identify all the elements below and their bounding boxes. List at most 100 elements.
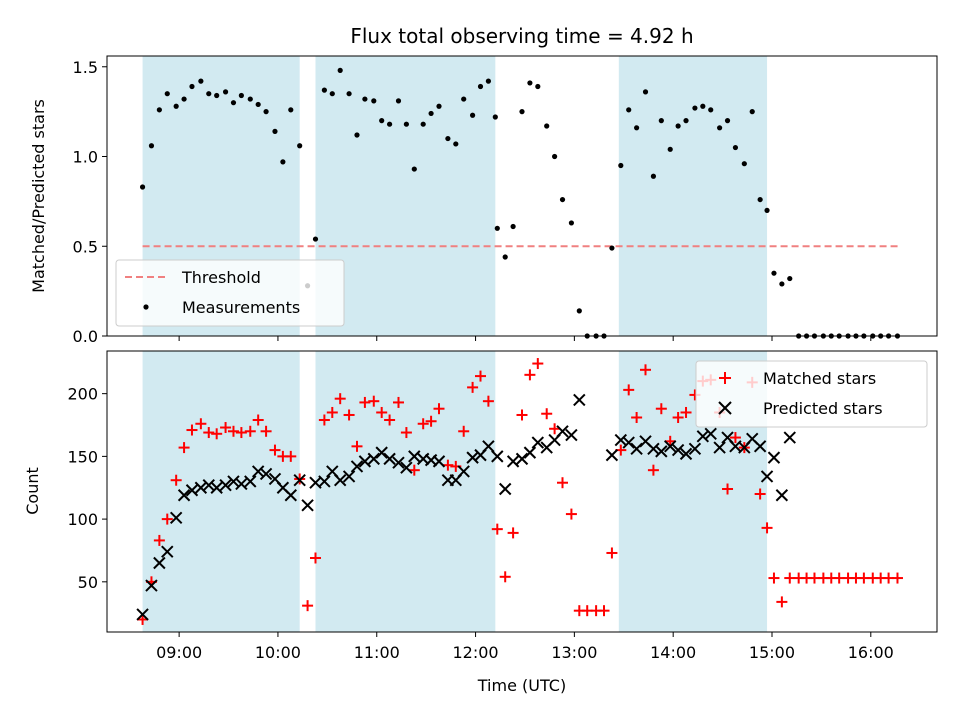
- count-legend-matched-swatch: [719, 372, 731, 384]
- measurement-point: [642, 89, 649, 95]
- matched-stars-point: [170, 474, 182, 486]
- matched-stars-point: [260, 425, 272, 437]
- predicted-stars-point: [408, 450, 421, 463]
- matched-stars-point: [195, 418, 207, 430]
- measurement-point: [552, 153, 558, 160]
- measurement-point: [519, 109, 525, 115]
- predicted-stars-point: [531, 436, 545, 449]
- predicted-stars-point: [704, 427, 717, 441]
- x-tick-label: 09:00: [156, 643, 202, 662]
- matched-stars-point: [285, 450, 297, 462]
- predicted-stars-point: [383, 452, 396, 466]
- matched-stars-point: [768, 572, 780, 584]
- measurement-point: [420, 121, 426, 127]
- measurement-point: [749, 109, 755, 115]
- count-panel-points: [136, 358, 903, 625]
- matched-stars-point: [565, 508, 577, 520]
- matched-stars-point: [482, 395, 494, 407]
- measurement-point: [527, 80, 533, 86]
- count-shaded-interval: [315, 351, 496, 632]
- count-panel-x-ticks: 09:00 10:00 11:00 12:00 13:00 14:00 15:00 16:00: [156, 632, 894, 662]
- predicted-stars-point: [318, 475, 331, 488]
- matched-stars-point: [359, 396, 371, 408]
- matched-stars-point: [598, 605, 610, 617]
- count-legend-predicted-swatch: [718, 401, 732, 415]
- matched-stars-point: [524, 369, 536, 381]
- matched-stars-point: [442, 459, 454, 471]
- measurement-point: [502, 254, 508, 260]
- x-tick-label: 15:00: [749, 643, 795, 662]
- matched-stars-point: [433, 403, 445, 415]
- measurement-point: [700, 103, 706, 109]
- measurement-point: [764, 207, 770, 213]
- predicted-stars-point: [491, 450, 504, 463]
- ratio-shaded-interval: [618, 56, 768, 336]
- measurement-point: [544, 123, 550, 129]
- matched-stars-point: [186, 424, 198, 436]
- matched-stars-point: [722, 483, 734, 495]
- measurement-point: [297, 143, 303, 149]
- matched-stars-point: [368, 395, 380, 407]
- measurement-point: [386, 121, 393, 127]
- count-legend-frame: [695, 360, 928, 428]
- measurement-point: [354, 132, 360, 138]
- predicted-stars-point: [760, 470, 774, 483]
- measurement-point: [724, 118, 731, 124]
- matched-stars-point: [680, 406, 692, 418]
- matched-stars-point: [475, 370, 486, 382]
- matched-stars-point: [384, 414, 396, 426]
- measurement-point: [494, 225, 500, 231]
- matched-stars-point: [227, 425, 239, 437]
- measurement-point: [453, 141, 459, 147]
- predicted-stars-point: [466, 451, 479, 464]
- y-tick-label: 0.0: [73, 327, 98, 346]
- ratio-legend-measurements-label: Measurements: [182, 298, 300, 317]
- measurement-point: [675, 123, 681, 129]
- measurement-point: [312, 236, 319, 242]
- ratio-shaded-interval: [315, 56, 496, 336]
- predicted-stars-point: [293, 474, 306, 487]
- measurement-point: [379, 118, 385, 124]
- matched-stars-point: [302, 600, 314, 612]
- measurement-point: [428, 110, 434, 117]
- x-tick-label: 13:00: [551, 643, 597, 662]
- matched-stars-point: [640, 364, 652, 376]
- matched-stars-point: [647, 464, 659, 476]
- x-tick-label: 16:00: [848, 643, 894, 662]
- predicted-stars-point: [783, 431, 796, 444]
- matched-stars-point: [549, 423, 561, 435]
- matched-stars-point: [351, 440, 363, 452]
- predicted-stars-point: [342, 470, 356, 483]
- predicted-stars-point: [145, 579, 158, 592]
- ratio-panel: 0.0 0.5 1.0 1.5 Matched/Predicted stars Thr…: [29, 55, 938, 346]
- ratio-panel-legend: Threshold Measurements: [115, 259, 345, 327]
- matched-stars-point: [417, 418, 429, 430]
- measurement-point: [337, 67, 343, 73]
- measurement-point: [634, 125, 640, 131]
- predicted-stars-point: [506, 455, 520, 468]
- measurement-point: [535, 83, 541, 90]
- count-panel-y-label: Count: [23, 467, 42, 515]
- y-tick-label: 1.0: [73, 148, 98, 167]
- predicted-stars-point: [375, 446, 388, 459]
- measurement-point: [263, 109, 269, 115]
- ratio-panel-y-ticks: 0.0 0.5 1.0 1.5: [73, 58, 107, 346]
- predicted-stars-point: [713, 441, 726, 454]
- count-legend-matched-label: Matched stars: [763, 369, 876, 388]
- matched-stars-point: [220, 422, 232, 434]
- predicted-stars-point: [367, 452, 380, 466]
- matched-stars-point: [606, 547, 618, 559]
- measurement-point: [683, 118, 689, 124]
- measurement-point: [164, 91, 170, 97]
- matched-stars-point: [557, 477, 569, 489]
- matched-stars-point: [203, 427, 215, 439]
- matched-stars-point: [507, 527, 519, 539]
- predicted-stars-point: [482, 440, 495, 453]
- measurement-point: [411, 166, 417, 172]
- y-tick-label: 100: [67, 510, 98, 529]
- matched-stars-point: [516, 409, 528, 421]
- measurement-point: [395, 98, 402, 104]
- predicted-stars-point: [655, 445, 668, 458]
- count-legend-predicted-label: Predicted stars: [763, 399, 883, 418]
- y-tick-label: 150: [67, 447, 98, 466]
